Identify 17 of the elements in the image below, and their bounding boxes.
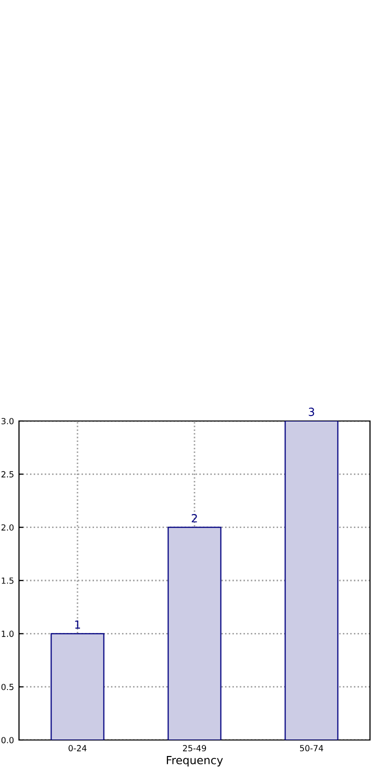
y-tick-label: 1.0: [2, 630, 14, 637]
bar: [284, 421, 338, 740]
y-tick-label: 0.0: [1, 736, 14, 744]
bar: [168, 526, 222, 740]
bar: [50, 633, 104, 740]
y-tick-label: 2.5: [1, 471, 14, 478]
y-tick-label: 2.0: [1, 524, 14, 531]
data-label: 2: [192, 514, 197, 522]
y-tick-label: 0.5: [1, 684, 14, 690]
data-label: 3: [308, 408, 314, 416]
x-tick-label: 25-49: [183, 745, 206, 752]
y-tick-label: 3.0: [2, 418, 14, 424]
data-label: 1: [75, 620, 80, 629]
y-tick-label: 1.5: [2, 578, 14, 584]
x-tick-label: 50-74: [300, 745, 324, 752]
x-axis-title: Frequency: [166, 756, 223, 766]
x-tick-label: 0-24: [68, 745, 86, 752]
